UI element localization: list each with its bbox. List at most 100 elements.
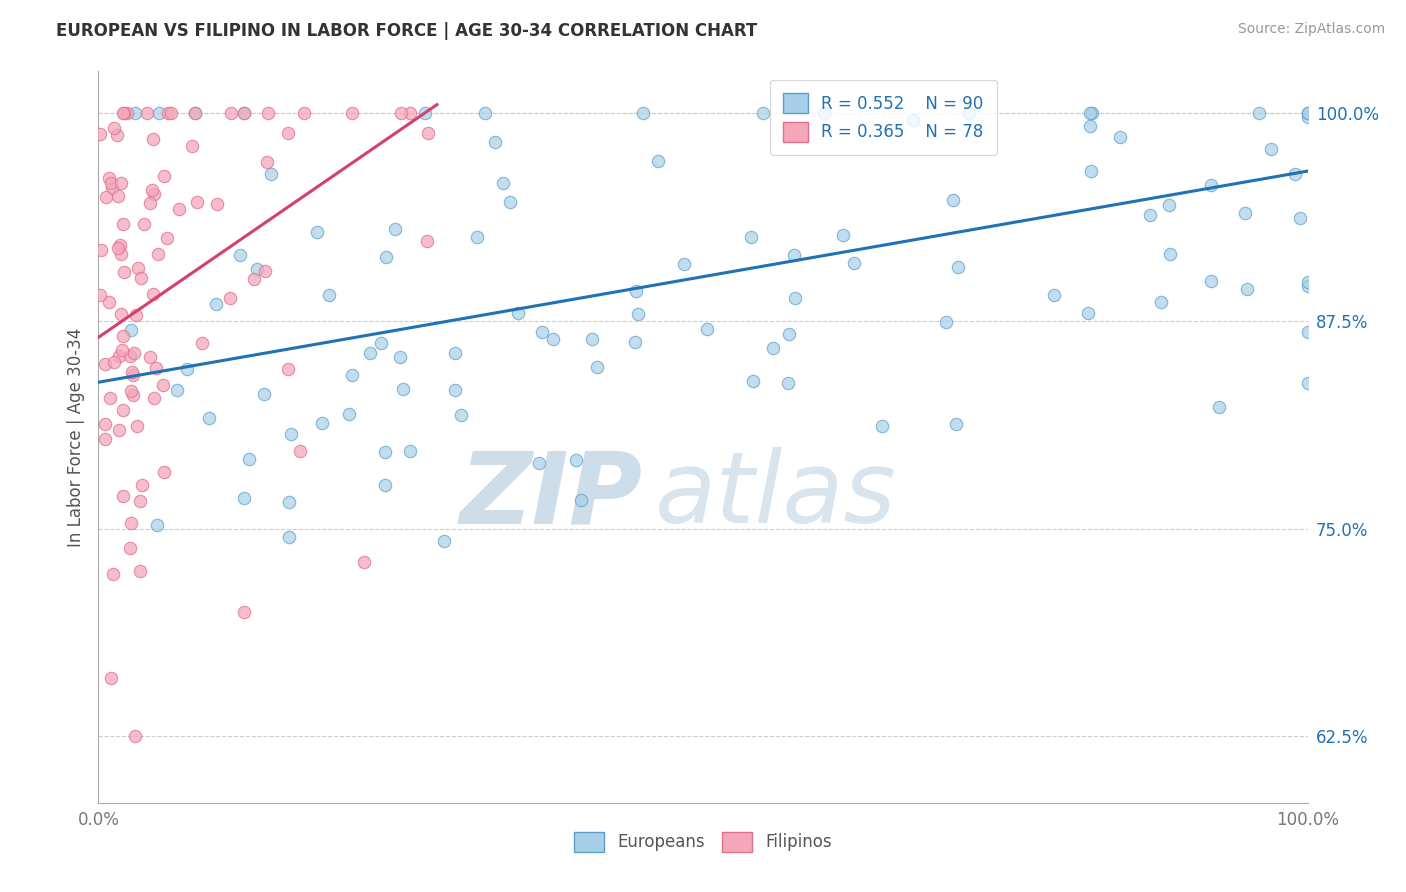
Point — [122, 388, 145, 402]
Point — [762, 342, 785, 356]
Point — [219, 291, 242, 305]
Point — [204, 297, 226, 311]
Point — [94, 190, 117, 204]
Point — [141, 183, 163, 197]
Text: ZIP: ZIP — [460, 447, 643, 544]
Point — [166, 383, 188, 397]
Point — [831, 228, 853, 243]
Point — [120, 384, 142, 399]
Point — [278, 495, 301, 509]
Point — [221, 106, 243, 120]
Point — [253, 264, 276, 278]
Point — [399, 106, 422, 120]
Point — [813, 106, 835, 120]
Point — [392, 383, 415, 397]
Point — [205, 196, 228, 211]
Point — [752, 106, 775, 120]
Point — [184, 106, 207, 120]
Point — [586, 359, 609, 374]
Point — [374, 444, 396, 458]
Point — [125, 308, 148, 322]
Point — [132, 217, 155, 231]
Point — [1236, 281, 1258, 295]
Point — [1296, 106, 1319, 120]
Point — [153, 169, 176, 183]
Point — [292, 106, 315, 120]
Point — [337, 407, 360, 421]
Point — [89, 127, 111, 141]
Point — [530, 325, 553, 339]
Point — [98, 171, 121, 186]
Point — [124, 729, 146, 743]
Point — [90, 243, 112, 257]
Point — [742, 374, 765, 388]
Point — [474, 106, 496, 120]
Point — [484, 135, 506, 149]
Point — [260, 167, 283, 181]
Point — [197, 410, 219, 425]
Point — [142, 392, 165, 406]
Point — [277, 362, 299, 376]
Point — [1260, 142, 1282, 156]
Point — [1150, 294, 1173, 309]
Point — [288, 444, 311, 458]
Point — [111, 106, 134, 120]
Point — [101, 566, 124, 581]
Point — [98, 295, 121, 310]
Point — [901, 112, 924, 127]
Point — [1289, 211, 1312, 225]
Point — [1296, 106, 1319, 120]
Point — [139, 350, 162, 364]
Point — [318, 288, 340, 302]
Point — [740, 230, 762, 244]
Point — [122, 368, 145, 382]
Point — [305, 226, 328, 240]
Point — [146, 247, 169, 261]
Point — [492, 176, 515, 190]
Point — [450, 409, 472, 423]
Point — [1284, 167, 1306, 181]
Point — [89, 288, 111, 302]
Point — [569, 493, 592, 508]
Point — [110, 176, 132, 190]
Text: Source: ZipAtlas.com: Source: ZipAtlas.com — [1237, 22, 1385, 37]
Point — [842, 256, 865, 270]
Point — [142, 132, 165, 146]
Point — [957, 106, 980, 120]
Point — [945, 417, 967, 431]
Point — [353, 555, 375, 569]
Point — [1249, 106, 1271, 120]
Point — [647, 153, 669, 168]
Point — [623, 335, 645, 350]
Point — [527, 456, 550, 470]
Point — [110, 247, 132, 261]
Point — [157, 106, 180, 120]
Point — [120, 323, 142, 337]
Point — [186, 194, 208, 209]
Point — [444, 383, 467, 397]
Point — [110, 308, 132, 322]
Point — [135, 106, 157, 120]
Point — [124, 106, 146, 120]
Point — [139, 195, 162, 210]
Point — [108, 238, 131, 252]
Point — [1199, 275, 1222, 289]
Point — [399, 444, 422, 458]
Point — [375, 250, 398, 264]
Point — [416, 234, 439, 248]
Point — [1077, 306, 1099, 320]
Point — [624, 284, 647, 298]
Point — [1233, 206, 1256, 220]
Point — [98, 391, 121, 405]
Point — [100, 671, 122, 685]
Point — [388, 350, 411, 364]
Point — [111, 329, 134, 343]
Point — [432, 534, 454, 549]
Point — [152, 465, 174, 479]
Point — [1296, 376, 1319, 390]
Point — [413, 106, 436, 120]
Point — [107, 423, 129, 437]
Point — [1208, 401, 1230, 415]
Point — [145, 360, 167, 375]
Point — [1042, 288, 1064, 302]
